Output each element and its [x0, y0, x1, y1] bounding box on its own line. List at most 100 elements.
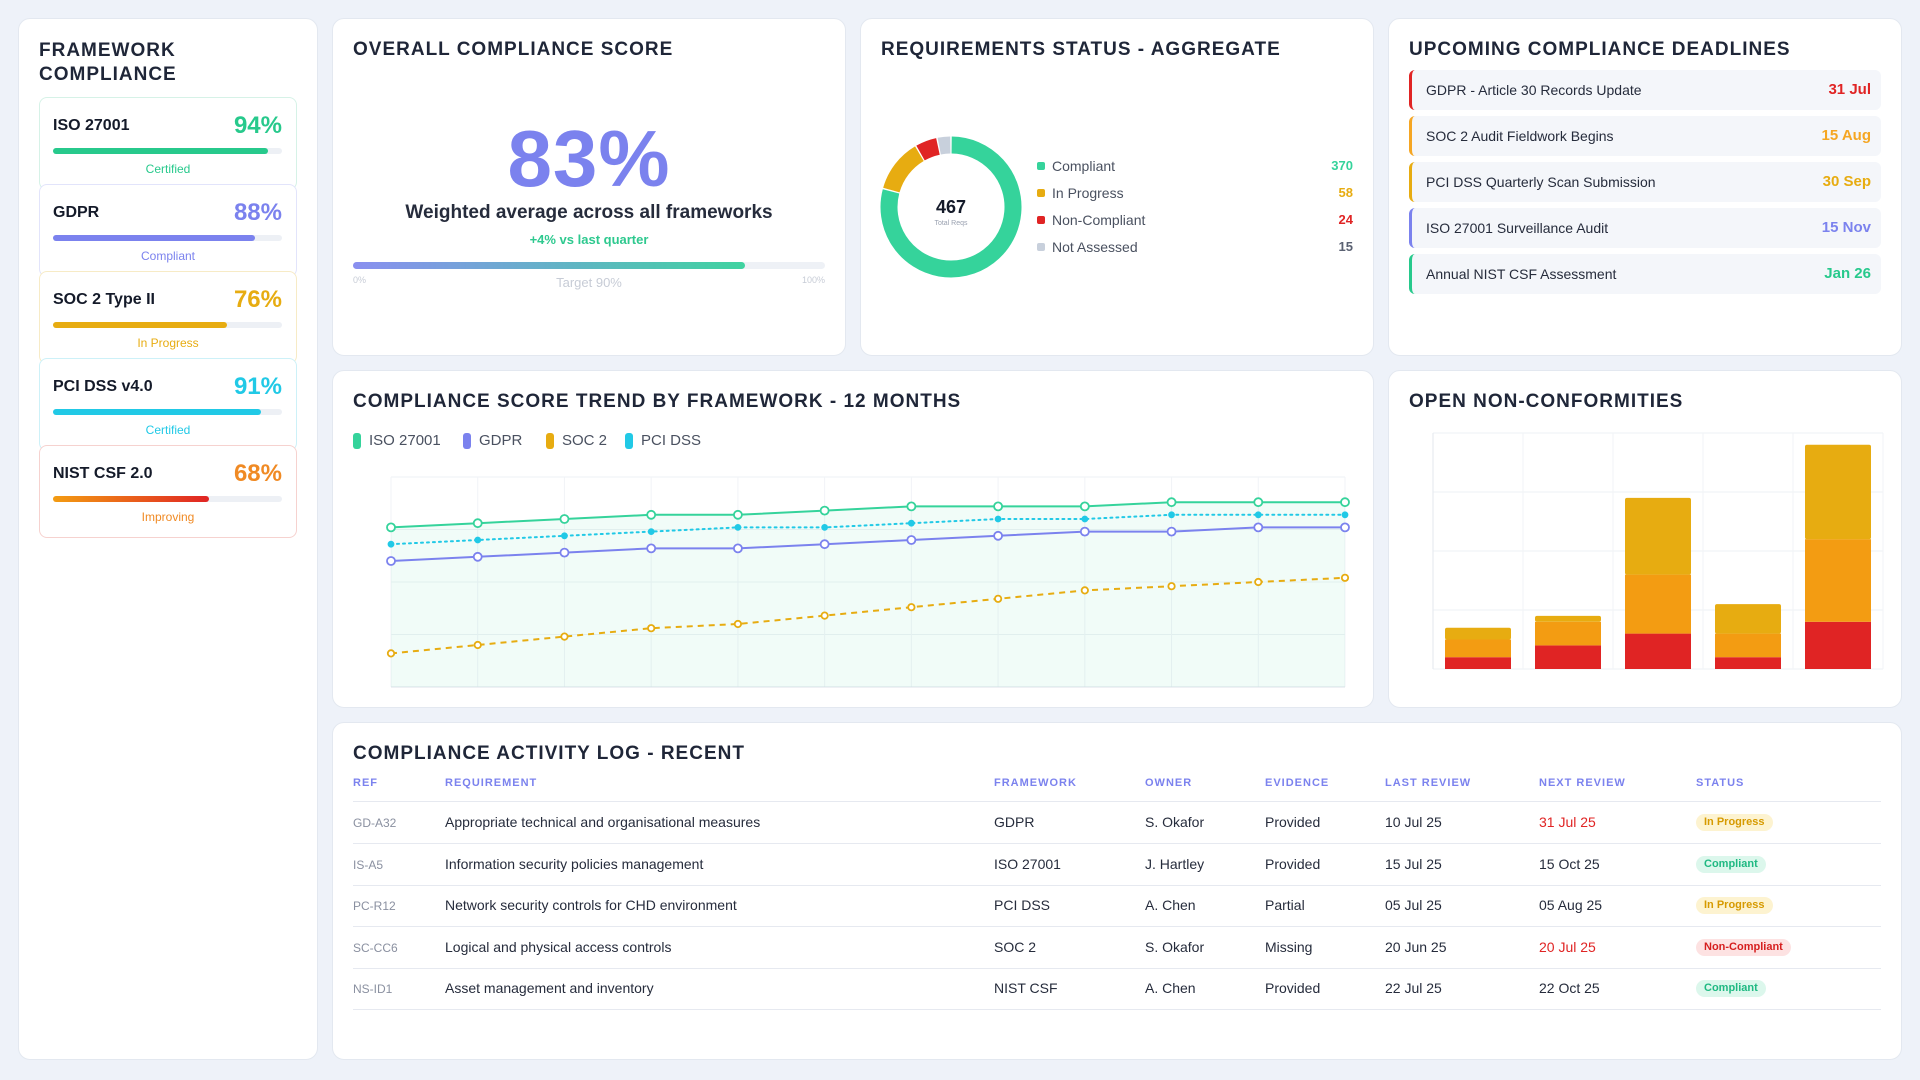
trend-point-gdpr[interactable] [646, 543, 657, 554]
nc-bar-segment[interactable] [1805, 444, 1871, 540]
column-header[interactable]: FRAMEWORK [994, 777, 1077, 789]
trend-point-gdpr[interactable] [1166, 526, 1177, 537]
trend-point-pci-dss[interactable] [561, 532, 568, 540]
framework-card-soc-2-type-ii[interactable]: SOC 2 Type II 76% In Progress [39, 271, 297, 364]
nc-bar-segment[interactable] [1715, 604, 1781, 634]
trend-point-soc-2[interactable] [560, 632, 569, 641]
nc-bar-segment[interactable] [1445, 627, 1511, 640]
trend-point-soc-2[interactable] [993, 594, 1003, 603]
trend-point-iso-27001[interactable] [1079, 501, 1090, 512]
trend-point-gdpr[interactable] [906, 535, 917, 545]
deadline-item[interactable]: GDPR - Article 30 Records Update 31 Jul [1409, 70, 1881, 110]
table-row[interactable]: SC-CC6 Logical and physical access contro… [333, 927, 1903, 969]
trend-point-soc-2[interactable] [1080, 586, 1089, 595]
trend-point-gdpr[interactable] [472, 551, 483, 562]
trend-point-pci-dss[interactable] [647, 528, 655, 536]
nc-bar-segment[interactable] [1805, 621, 1871, 669]
trend-point-pci-dss[interactable] [1168, 511, 1175, 519]
trend-point-gdpr[interactable] [1253, 522, 1264, 533]
trend-point-iso-27001[interactable] [906, 501, 917, 512]
trend-point-soc-2[interactable] [386, 649, 396, 658]
table-row[interactable]: PC-R12 Network security controls for CHD … [333, 885, 1903, 928]
trend-point-soc-2[interactable] [907, 603, 916, 612]
framework-card-nist-csf-2-0[interactable]: NIST CSF 2.0 68% Improving [39, 445, 297, 538]
deadline-item[interactable]: SOC 2 Audit Fieldwork Begins 15 Aug [1409, 116, 1881, 156]
column-header[interactable]: NEXT REVIEW [1539, 777, 1626, 789]
trend-legend-item[interactable]: PCI DSS [625, 431, 725, 451]
trend-point-pci-dss[interactable] [1081, 515, 1089, 523]
trend-point-gdpr[interactable] [993, 530, 1003, 541]
nc-bar-segment[interactable] [1535, 621, 1601, 646]
trend-point-gdpr[interactable] [1079, 526, 1090, 537]
status-badge: In Progress [1696, 814, 1773, 831]
trend-point-soc-2[interactable] [733, 619, 743, 629]
nc-bar-segment[interactable] [1715, 657, 1781, 669]
trend-point-iso-27001[interactable] [559, 514, 570, 524]
nc-bar-segment[interactable] [1535, 615, 1601, 622]
trend-point-iso-27001[interactable] [1340, 497, 1350, 508]
nc-bar-segment[interactable] [1805, 539, 1871, 622]
nc-bar-segment[interactable] [1625, 633, 1691, 669]
framework-card-pci-dss-v4-0[interactable]: PCI DSS v4.0 91% Certified [39, 358, 297, 451]
trend-point-soc-2[interactable] [1340, 573, 1350, 582]
framework-card-iso-27001[interactable]: ISO 27001 94% Certified [39, 97, 297, 190]
trend-point-soc-2[interactable] [820, 611, 829, 620]
column-header[interactable]: OWNER [1145, 777, 1193, 789]
trend-line-soc-2[interactable] [390, 576, 1346, 655]
trend-legend-item[interactable]: ISO 27001 [353, 431, 453, 451]
donut-slice-not-assessed[interactable] [937, 136, 951, 155]
nc-bar-segment[interactable] [1445, 639, 1511, 658]
framework-card-gdpr[interactable]: GDPR 88% Compliant [39, 184, 297, 277]
trend-point-iso-27001[interactable] [646, 509, 657, 520]
trend-legend-item[interactable]: GDPR [463, 431, 563, 451]
trend-point-iso-27001[interactable] [733, 509, 743, 520]
trend-line-iso-27001[interactable] [390, 501, 1345, 529]
trend-point-pci-dss[interactable] [821, 523, 829, 531]
trend-point-gdpr[interactable] [733, 543, 743, 554]
trend-point-iso-27001[interactable] [1166, 497, 1177, 508]
column-header[interactable]: REF [353, 777, 378, 789]
deadline-item[interactable]: Annual NIST CSF Assessment Jan 26 [1409, 254, 1881, 294]
table-row[interactable]: IS-A5 Information security policies manag… [333, 844, 1903, 886]
trend-point-pci-dss[interactable] [387, 540, 395, 548]
nc-bar-segment[interactable] [1535, 645, 1601, 669]
trend-point-gdpr[interactable] [559, 547, 570, 558]
column-header[interactable]: EVIDENCE [1265, 777, 1330, 789]
trend-point-gdpr[interactable] [819, 539, 830, 550]
trend-point-iso-27001[interactable] [386, 522, 396, 533]
table-row[interactable]: NS-ID1 Asset management and inventory NIST… [333, 968, 1903, 1011]
deadline-item[interactable]: ISO 27001 Surveillance Audit 15 Nov [1409, 208, 1881, 248]
trend-point-iso-27001[interactable] [1253, 497, 1264, 508]
trend-point-pci-dss[interactable] [994, 515, 1002, 523]
trend-point-iso-27001[interactable] [993, 501, 1003, 512]
trend-point-pci-dss[interactable] [474, 536, 482, 544]
trend-point-soc-2[interactable] [1167, 582, 1176, 591]
column-header[interactable]: LAST REVIEW [1385, 777, 1472, 789]
trend-point-pci-dss[interactable] [1341, 511, 1349, 519]
cell-evidence: Partial [1265, 897, 1305, 914]
column-header[interactable]: REQUIREMENT [445, 777, 538, 789]
column-header[interactable]: STATUS [1696, 777, 1745, 789]
trend-line-gdpr[interactable] [390, 526, 1345, 562]
donut-slice-non-compliant[interactable] [916, 138, 941, 161]
trend-point-soc-2[interactable] [647, 624, 656, 633]
trend-point-gdpr[interactable] [1340, 522, 1350, 533]
trend-point-pci-dss[interactable] [734, 523, 742, 531]
trend-point-pci-dss[interactable] [907, 519, 915, 527]
trend-point-pci-dss[interactable] [1254, 511, 1262, 519]
nc-bar-segment[interactable] [1625, 574, 1691, 634]
nc-bar-segment[interactable] [1625, 497, 1691, 575]
donut-slice-compliant[interactable] [880, 136, 1022, 278]
trend-point-soc-2[interactable] [1254, 577, 1263, 587]
deadline-item[interactable]: PCI DSS Quarterly Scan Submission 30 Sep [1409, 162, 1881, 202]
nc-bar-segment[interactable] [1715, 633, 1781, 658]
trend-legend-item[interactable]: SOC 2 [546, 431, 646, 451]
trend-point-gdpr[interactable] [386, 556, 396, 566]
trend-point-iso-27001[interactable] [819, 505, 830, 516]
trend-point-iso-27001[interactable] [472, 518, 483, 529]
trend-line-chart [386, 476, 1350, 688]
trend-point-soc-2[interactable] [473, 640, 482, 650]
nc-bar-segment[interactable] [1445, 657, 1511, 669]
donut-slice-in-progress[interactable] [883, 146, 925, 193]
table-row[interactable]: GD-A32 Appropriate technical and organisa… [333, 802, 1903, 844]
